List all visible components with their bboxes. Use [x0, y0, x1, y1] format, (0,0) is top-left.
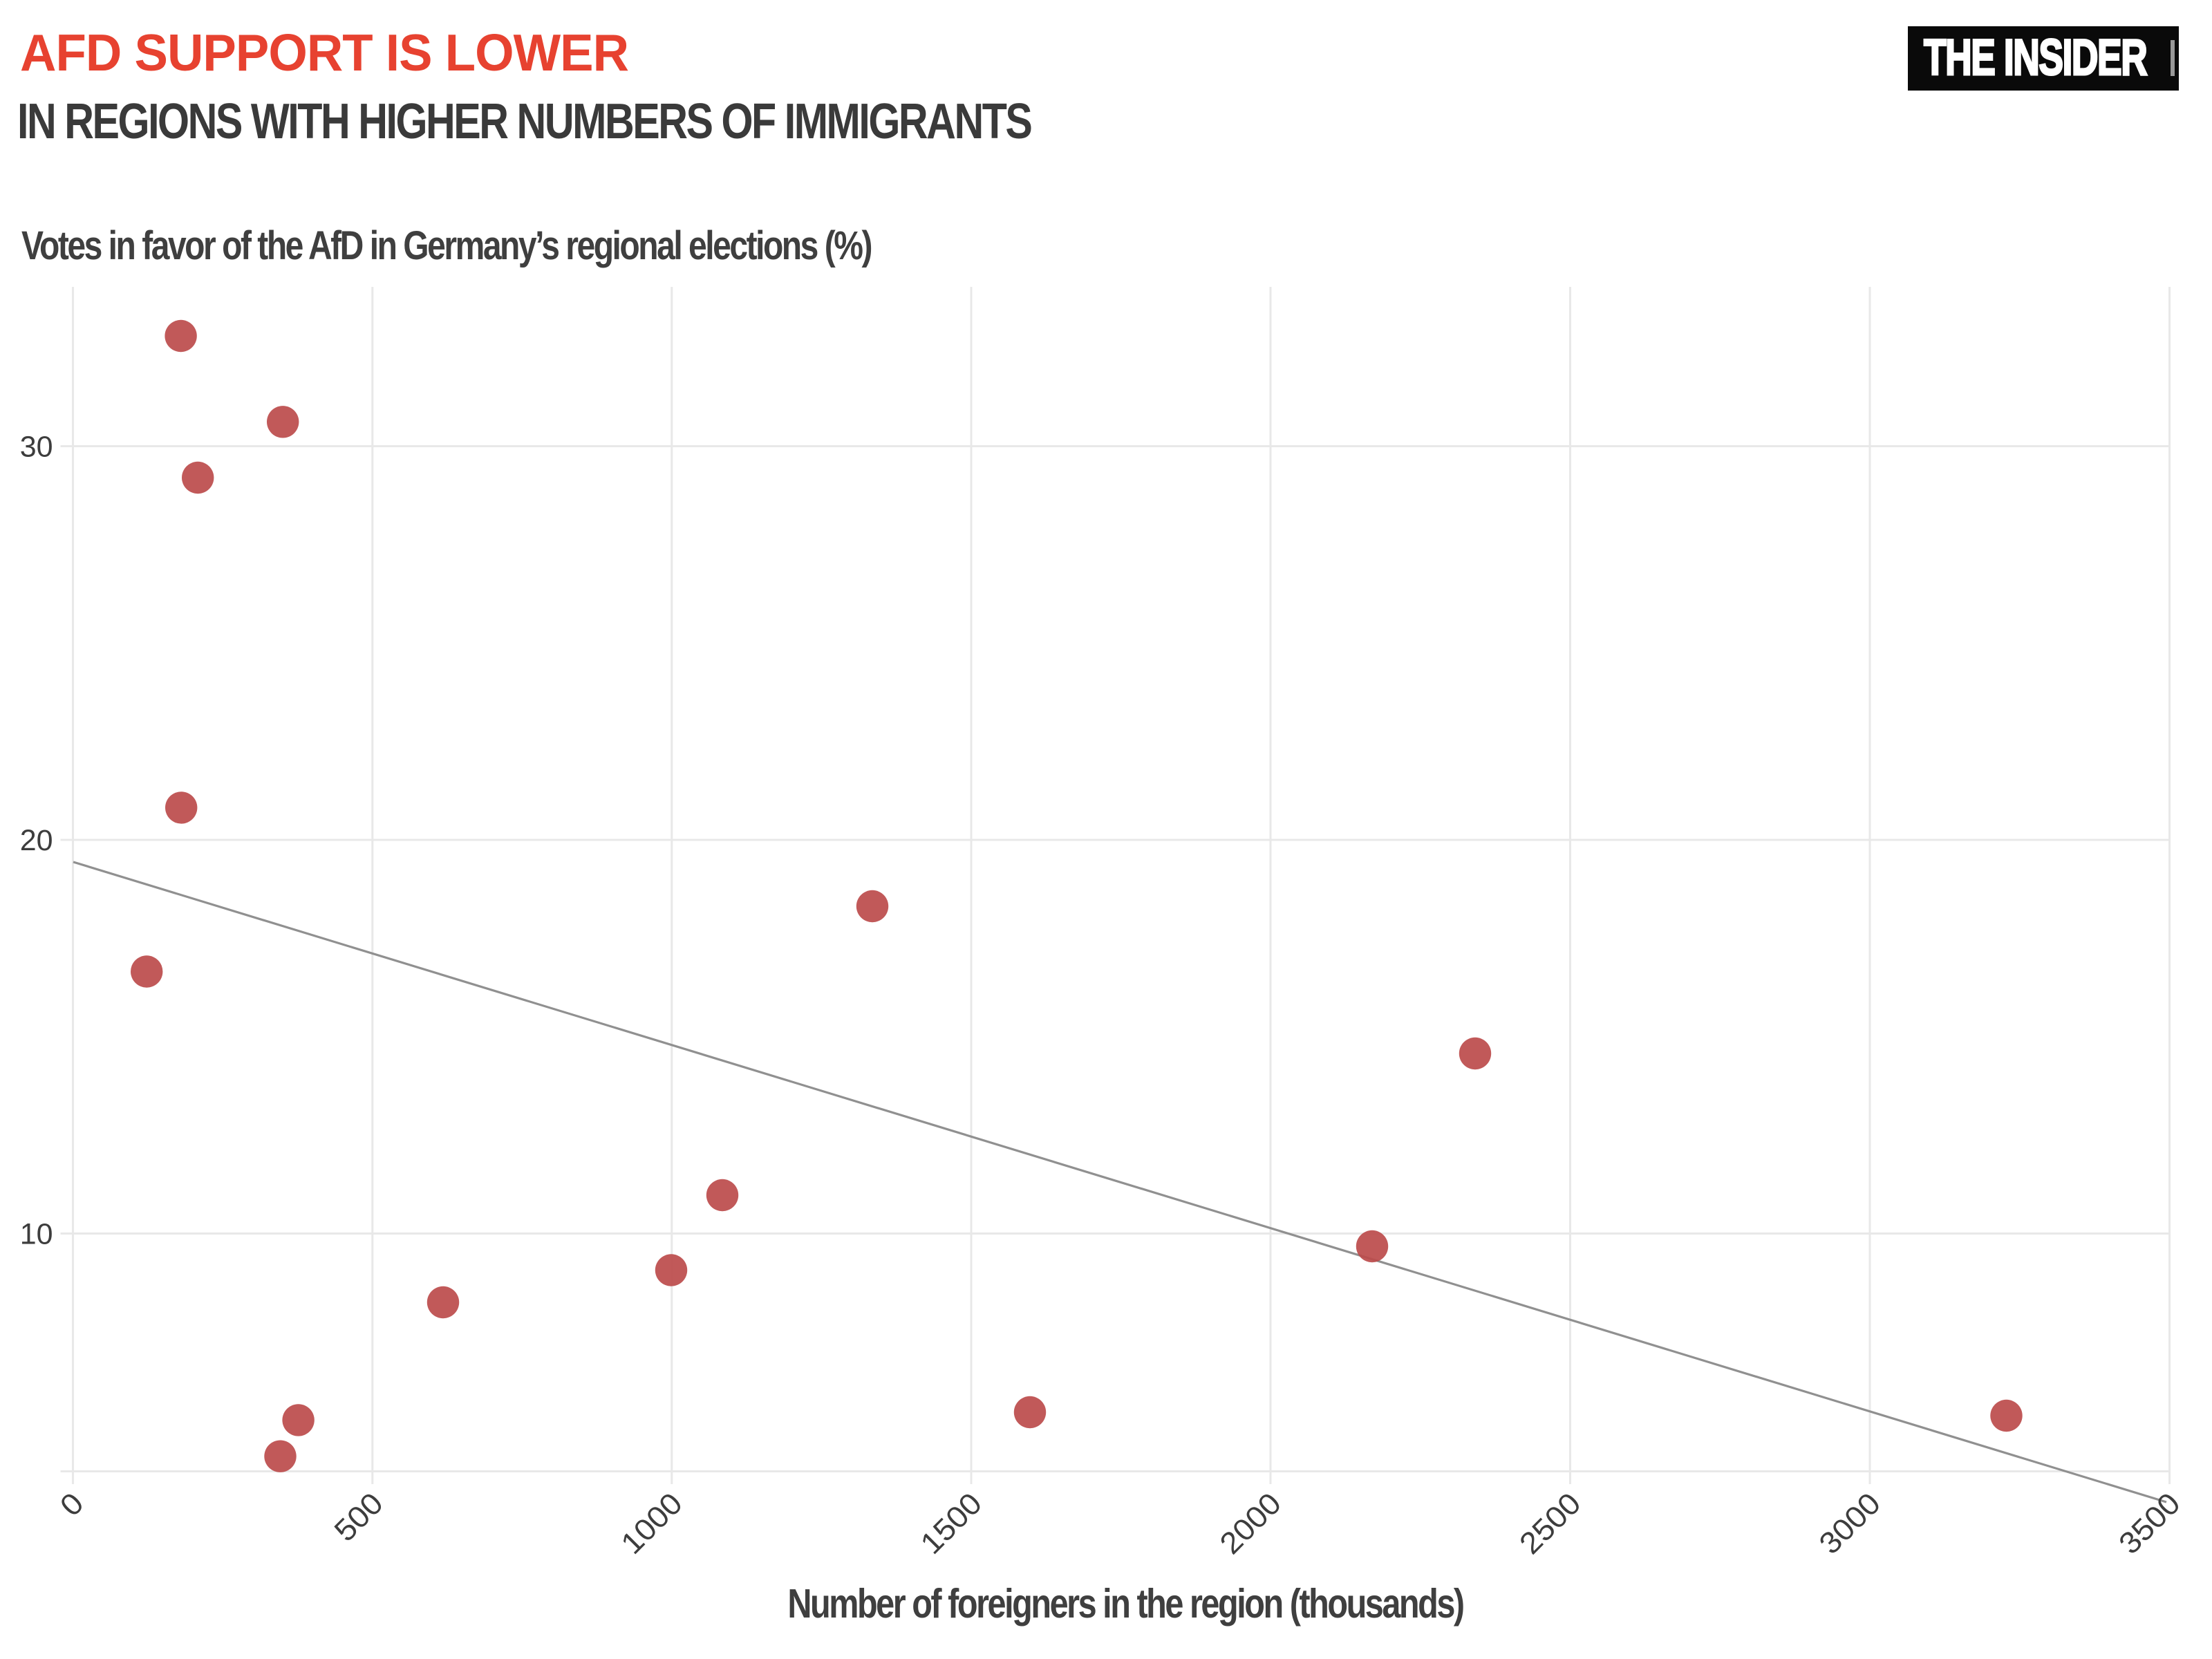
svg-text:0: 0 [53, 1486, 90, 1523]
svg-text:Number of foreigners in the re: Number of foreigners in the region (thou… [787, 1582, 1463, 1627]
svg-text:500: 500 [328, 1486, 390, 1548]
svg-text:1000: 1000 [615, 1486, 689, 1561]
svg-text:2000: 2000 [1213, 1486, 1288, 1561]
svg-text:3000: 3000 [1812, 1486, 1887, 1561]
svg-text:20: 20 [20, 824, 53, 857]
svg-text:10: 10 [20, 1218, 53, 1251]
svg-text:1500: 1500 [914, 1486, 988, 1561]
svg-text:30: 30 [20, 431, 53, 464]
svg-text:2500: 2500 [1512, 1486, 1587, 1561]
